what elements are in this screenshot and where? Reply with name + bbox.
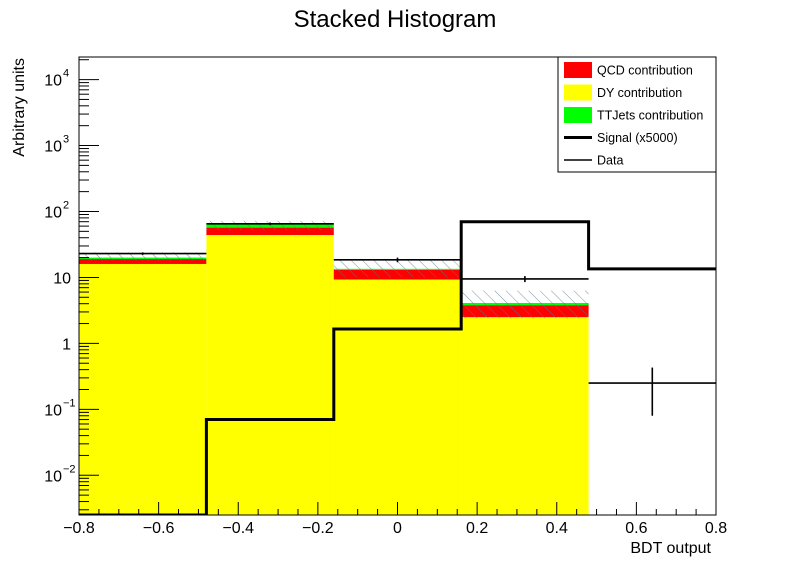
- stack-layer: [79, 224, 589, 515]
- bar-dy-bin-2: [333, 279, 462, 515]
- y-tick-label-6: 10: [44, 73, 62, 90]
- legend: QCD contribution DY contribution TTJets co…: [557, 56, 717, 173]
- x-axis: −0.8 −0.6 −0.4 −0.2 0 0.2 0.4 0.6 0.8: [63, 502, 727, 537]
- legend-label-0: QCD contribution: [597, 64, 693, 78]
- x-tick-label-7: 0.6: [625, 520, 647, 537]
- y-tick-label-5: 10: [44, 139, 62, 156]
- legend-swatch-0: [564, 62, 592, 78]
- uncertainty-band-bin-2: [333, 260, 462, 278]
- bar-dy-bin-1: [206, 235, 334, 515]
- x-tick-label-3: −0.2: [302, 520, 334, 537]
- bar-dy-bin-3: [461, 317, 589, 515]
- y-axis-title: Arbitrary units: [11, 58, 28, 157]
- x-tick-label-0: −0.8: [63, 520, 95, 537]
- uncertainty-band: [79, 220, 589, 319]
- x-tick-label-2: −0.4: [222, 520, 254, 537]
- y-tick-label-4: 10: [44, 204, 62, 221]
- uncertainty-band-bin-0: [79, 252, 207, 261]
- bar-qcd-bin-0: [79, 259, 207, 264]
- y-tick-label-0: 10: [44, 468, 62, 485]
- bar-qcd-bin-1: [206, 227, 334, 236]
- uncertainty-band-bin-3: [461, 290, 589, 319]
- legend-label-3: Signal (x5000): [597, 131, 678, 145]
- uncertainty-band-bin-1: [206, 220, 334, 231]
- y-tick-exponent-6: 4: [63, 68, 69, 80]
- x-tick-label-1: −0.6: [143, 520, 175, 537]
- signal-series: [79, 220, 716, 515]
- legend-label-4: Data: [597, 154, 623, 168]
- legend-swatch-1: [564, 84, 592, 101]
- y-tick-label-1: 10: [44, 402, 62, 419]
- data-series: [79, 222, 716, 416]
- y-tick-exponent-4: 2: [63, 199, 69, 211]
- x-axis-title: BDT output: [630, 540, 711, 557]
- legend-label-1: DY contribution: [597, 86, 682, 100]
- y-tick-label-2: 1: [62, 336, 71, 353]
- chart-title: Stacked Histogram: [294, 6, 497, 33]
- y-tick-label-3: 10: [53, 270, 71, 287]
- x-tick-label-5: 0.2: [466, 520, 488, 537]
- plot-area: [79, 220, 716, 515]
- signal-line: [79, 220, 716, 515]
- x-tick-label-8: 0.8: [705, 520, 727, 537]
- x-tick-label-6: 0.4: [546, 520, 568, 537]
- bar-dy-bin-0: [79, 263, 207, 515]
- legend-label-2: TTJets contribution: [597, 109, 703, 123]
- y-tick-exponent-0: −2: [63, 463, 76, 475]
- legend-swatch-2: [564, 107, 592, 123]
- y-tick-exponent-5: 3: [63, 134, 69, 146]
- x-tick-label-4: 0: [393, 520, 402, 537]
- y-tick-exponent-1: −1: [63, 397, 76, 409]
